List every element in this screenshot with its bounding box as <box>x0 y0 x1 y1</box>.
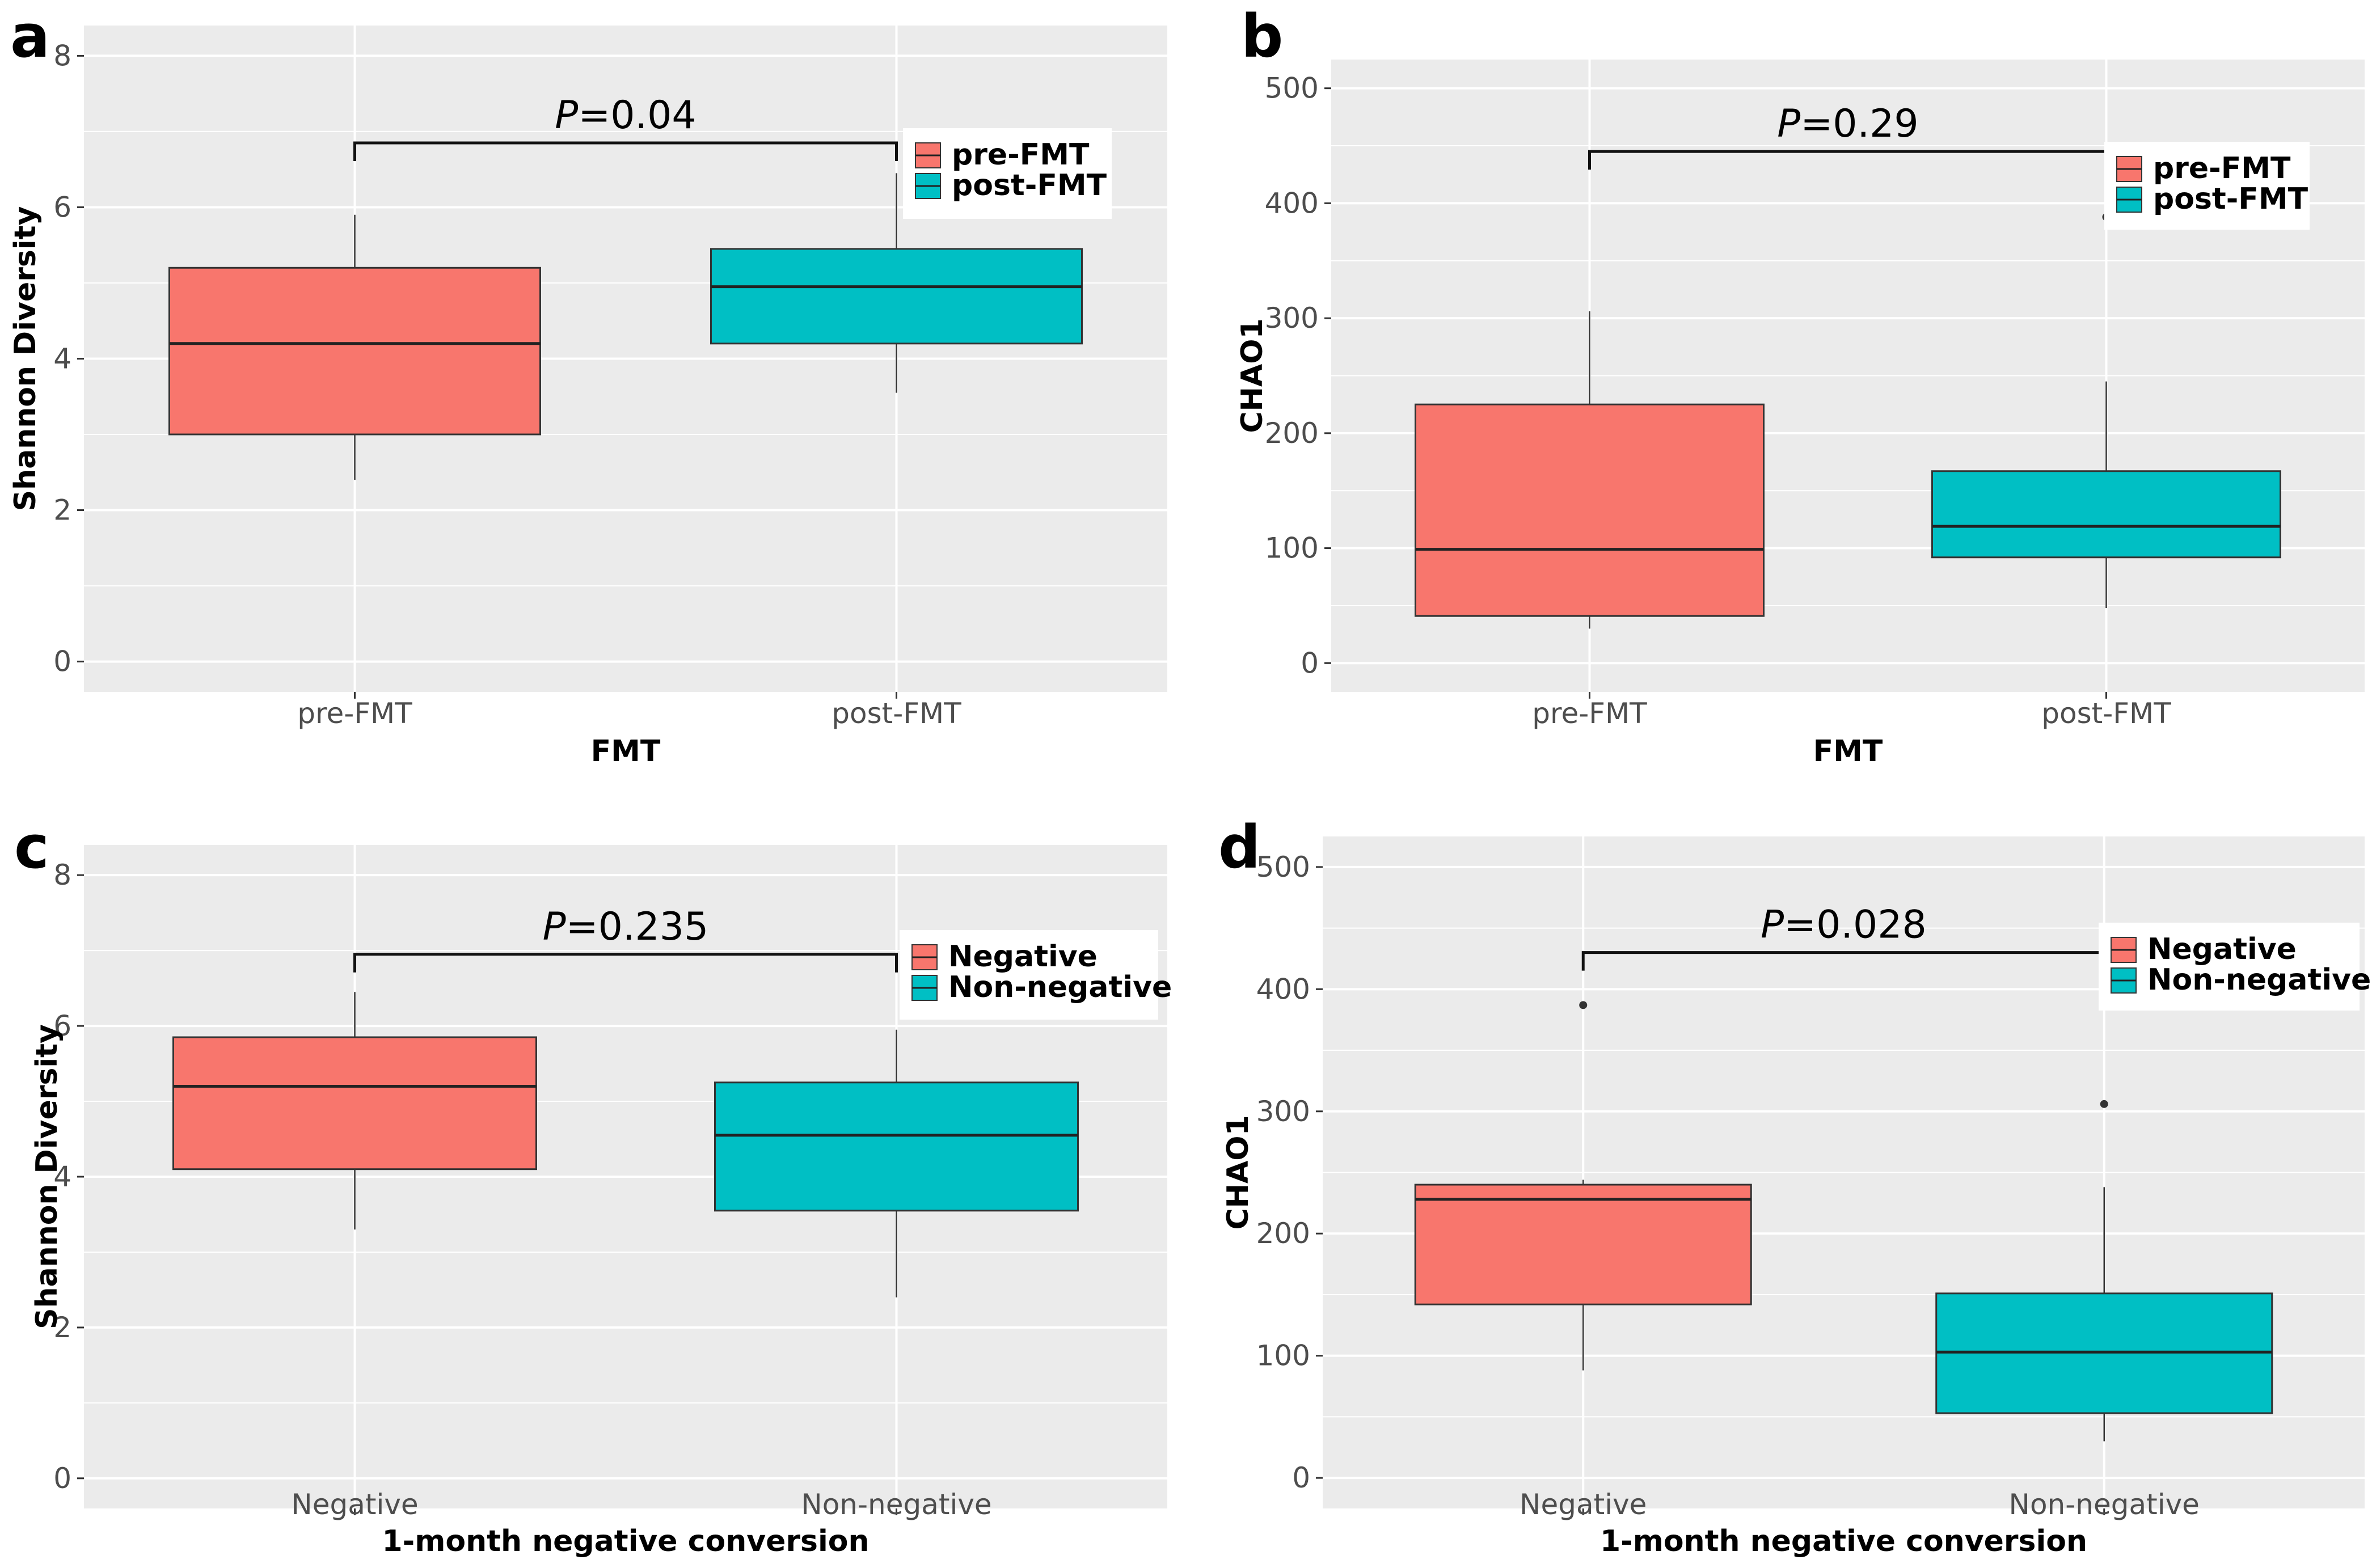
x-tick-label: pre-FMT <box>297 697 412 730</box>
x-axis-label: 1-month negative conversion <box>1600 1524 2087 1558</box>
box-body <box>1931 470 2281 559</box>
y-tick-label: 500 <box>1256 851 1310 884</box>
box-non-negative <box>1935 1100 2273 1442</box>
box-body <box>1414 1184 1752 1305</box>
legend-label: post-FMT <box>952 168 1107 202</box>
p-symbol: P <box>555 93 578 138</box>
p-value-label: P=0.29 <box>1777 102 1918 146</box>
y-tick-label: 6 <box>53 191 71 223</box>
y-tick-label: 0 <box>53 1462 71 1495</box>
p-symbol: P <box>1777 102 1800 146</box>
p-value-label: P=0.028 <box>1761 903 1927 948</box>
x-tick-label: Non-negative <box>801 1488 991 1521</box>
legend-label: Negative <box>2147 932 2297 966</box>
legend-background <box>2099 923 2360 1011</box>
x-axis-label: FMT <box>1813 734 1883 768</box>
y-axis-label: Shannon Diversity <box>9 206 43 512</box>
y-tick-label: 4 <box>53 343 71 375</box>
x-tick-label: post-FMT <box>2041 697 2171 730</box>
panel-letter: d <box>1218 813 1260 882</box>
x-tick-label: Negative <box>291 1488 418 1521</box>
box-body <box>714 1081 1079 1212</box>
y-tick-label: 4 <box>53 1160 71 1193</box>
y-tick-label: 300 <box>1256 1095 1310 1128</box>
box-body <box>168 267 541 436</box>
outlier-point <box>1579 1001 1588 1009</box>
y-tick-label: 6 <box>53 1009 71 1042</box>
y-tick-label: 300 <box>1265 302 1319 335</box>
legend-label: post-FMT <box>2153 182 2308 216</box>
x-tick-label: pre-FMT <box>1532 697 1647 730</box>
legend-background <box>900 930 1158 1020</box>
y-tick-label: 0 <box>1292 1461 1310 1494</box>
outlier-point <box>2100 1100 2108 1108</box>
x-tick-label: Non-negative <box>2009 1488 2200 1521</box>
p-value: =0.235 <box>566 905 709 949</box>
y-tick-label: 100 <box>1256 1339 1310 1372</box>
box-post-fmt <box>1931 213 2281 608</box>
p-symbol: P <box>543 905 566 949</box>
p-value-label: P=0.04 <box>555 93 696 138</box>
box-negative <box>1414 1001 1752 1371</box>
box-pre-fmt <box>1415 311 1765 629</box>
y-tick-label: 400 <box>1256 973 1310 1005</box>
y-tick-label: 0 <box>53 645 71 678</box>
x-axis-label: FMT <box>591 734 661 768</box>
legend-label: Non-negative <box>2147 963 2371 997</box>
box-negative <box>172 992 537 1230</box>
x-tick-label: Negative <box>1520 1488 1647 1521</box>
panel-letter: b <box>1241 2 1283 71</box>
x-tick-label: post-FMT <box>832 697 961 730</box>
box-body <box>710 248 1083 345</box>
p-value: =0.028 <box>1784 903 1927 948</box>
box-body <box>1415 403 1765 617</box>
p-value: =0.29 <box>1800 102 1918 146</box>
legend-label: pre-FMT <box>2153 151 2291 185</box>
y-tick-label: 2 <box>53 494 71 527</box>
box-body <box>172 1036 537 1170</box>
box-pre-fmt <box>168 214 541 480</box>
y-tick-label: 500 <box>1265 72 1319 105</box>
y-tick-label: 200 <box>1265 417 1319 450</box>
y-axis-label: Shannon Diversity <box>30 1024 64 1329</box>
p-value: =0.04 <box>578 93 696 138</box>
y-tick-label: 8 <box>53 859 71 891</box>
y-tick-label: 0 <box>1301 646 1319 679</box>
y-axis-label: CHAO1 <box>1235 318 1269 433</box>
panel-letter: c <box>14 813 49 882</box>
y-tick-label: 400 <box>1265 187 1319 219</box>
p-value-label: P=0.235 <box>543 905 709 949</box>
significance-bracket <box>353 141 898 161</box>
panel-letter: a <box>10 2 50 71</box>
y-tick-label: 8 <box>53 39 71 72</box>
y-tick-label: 100 <box>1265 532 1319 565</box>
box-post-fmt <box>710 173 1083 393</box>
legend-label: Non-negative <box>948 970 1172 1004</box>
x-axis-label: 1-month negative conversion <box>382 1524 869 1558</box>
y-tick-label: 2 <box>53 1311 71 1344</box>
y-tick-label: 200 <box>1256 1217 1310 1250</box>
legend-label: pre-FMT <box>952 138 1090 172</box>
box-non-negative <box>714 1029 1079 1297</box>
legend-label: Negative <box>948 940 1098 974</box>
p-symbol: P <box>1761 903 1784 948</box>
significance-bracket <box>353 953 898 973</box>
y-axis-label: CHAO1 <box>1221 1115 1255 1229</box>
